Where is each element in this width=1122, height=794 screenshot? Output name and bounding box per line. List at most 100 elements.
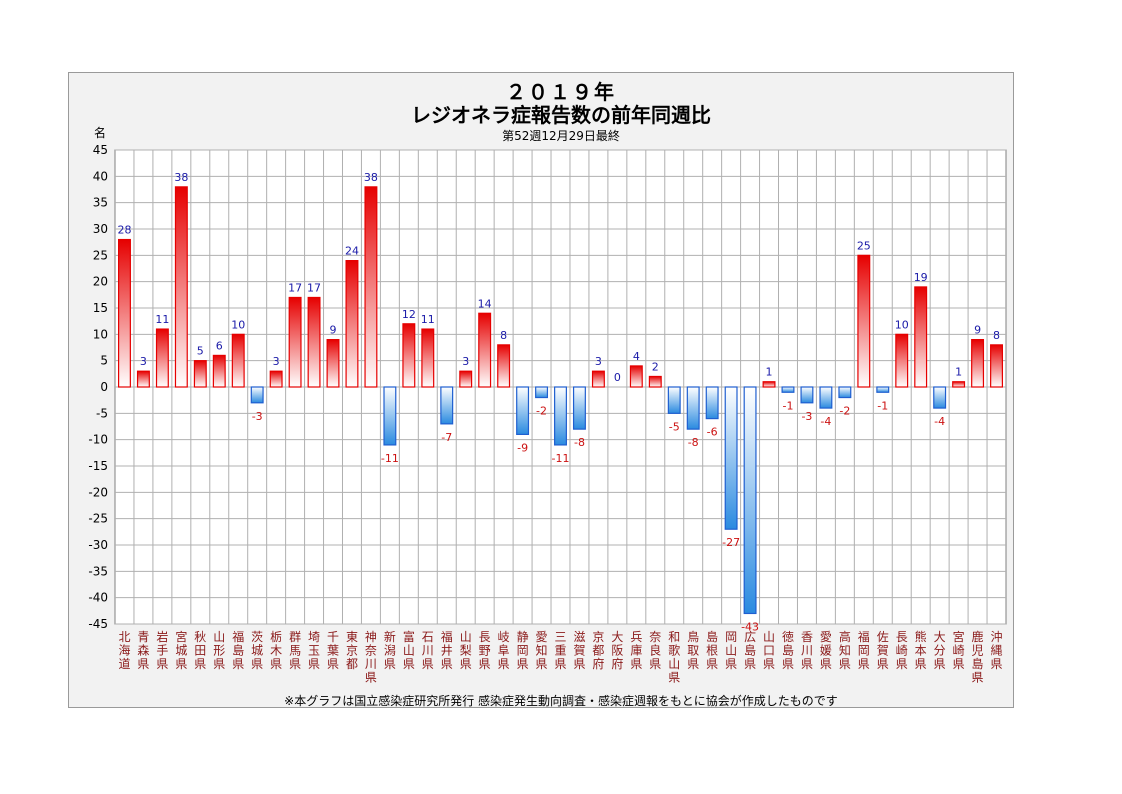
x-tick-label: 熊本県 xyxy=(915,629,927,671)
bar-富山県 xyxy=(402,323,416,388)
y-tick-label: -35 xyxy=(88,564,108,578)
chart-title: レジオネラ症報告数の前年同週比 xyxy=(411,103,711,127)
bar-長野県 xyxy=(478,312,492,388)
x-tick-label: 和歌山県 xyxy=(668,630,680,685)
bars xyxy=(118,186,1003,615)
x-tick-label: 滋賀県 xyxy=(573,630,585,671)
data-label-千葉県: 9 xyxy=(330,324,337,337)
x-tick-label: 秋田県 xyxy=(194,630,206,671)
x-tick-label: 福岡県 xyxy=(858,629,870,671)
data-label-神奈川県: 38 xyxy=(364,171,378,184)
y-tick-label: 40 xyxy=(93,169,108,183)
x-tick-label: 福井県 xyxy=(441,629,453,671)
bar-千葉県 xyxy=(326,339,340,388)
bar-奈良県 xyxy=(648,375,662,388)
bar-群馬県 xyxy=(288,296,302,388)
bar-長崎県 xyxy=(895,333,909,388)
data-label-福島県: 10 xyxy=(231,318,245,331)
bar-鳥取県 xyxy=(686,386,700,430)
data-label-青森県: 3 xyxy=(140,355,147,368)
data-label-山梨県: 3 xyxy=(462,355,469,368)
x-tick-label: 山形県 xyxy=(213,630,225,671)
x-tick-label: 千葉県 xyxy=(327,630,339,671)
data-label-愛媛県: -4 xyxy=(820,415,831,428)
data-label-東京都: 24 xyxy=(345,245,359,258)
data-label-山形県: 6 xyxy=(216,339,223,352)
x-tick-label: 北海道 xyxy=(118,630,130,671)
bar-大分県 xyxy=(933,386,947,409)
bar-秋田県 xyxy=(193,360,207,388)
bar-愛媛県 xyxy=(819,386,833,409)
x-tick-label: 奈良県 xyxy=(649,630,661,671)
y-tick-label: 25 xyxy=(93,248,108,262)
y-tick-label: -5 xyxy=(96,406,108,420)
chart-footnote: ※本グラフは国立感染症研究所発行 感染症発生動向調査・感染症週報をもとに協会が作… xyxy=(284,694,838,708)
bar-東京都 xyxy=(345,260,359,388)
data-label-沖縄県: 8 xyxy=(993,329,1000,342)
x-tick-label: 兵庫県 xyxy=(630,630,642,671)
bar-石川県 xyxy=(421,328,435,388)
x-tick-label: 愛媛県 xyxy=(820,630,832,671)
y-tick-label: 15 xyxy=(93,301,108,315)
chart-subtitle: 第52週12月29日最終 xyxy=(502,129,620,143)
y-tick-label: 35 xyxy=(93,196,108,210)
data-label-長野県: 14 xyxy=(478,297,492,310)
y-axis-unit-label: 名 xyxy=(94,126,107,140)
bar-新潟県 xyxy=(383,386,397,446)
y-tick-label: 20 xyxy=(93,275,108,289)
x-tick-label: 岐阜県 xyxy=(498,630,510,671)
x-tick-label: 三重県 xyxy=(554,630,566,671)
y-tick-label: 45 xyxy=(93,143,108,157)
y-tick-label: -25 xyxy=(88,512,108,526)
data-label-広島県: -43 xyxy=(741,620,759,633)
bar-福岡県 xyxy=(857,254,871,388)
bar-岡山県 xyxy=(724,386,738,530)
bar-神奈川県 xyxy=(364,186,378,388)
data-label-兵庫県: 4 xyxy=(633,350,640,363)
data-label-長崎県: 10 xyxy=(895,318,909,331)
x-tick-label: 富山県 xyxy=(403,629,415,671)
y-tick-label: -40 xyxy=(88,591,108,605)
bar-静岡県 xyxy=(516,386,530,436)
data-label-岡山県: -27 xyxy=(722,536,740,549)
x-tick-label: 山口県 xyxy=(763,630,775,671)
x-tick-label: 茨城県 xyxy=(251,630,263,671)
x-tick-label: 鹿児島県 xyxy=(972,629,984,685)
data-label-大阪府: 0 xyxy=(614,371,621,384)
bar-福島県 xyxy=(231,333,245,388)
x-tick-label: 宮城県 xyxy=(175,629,187,671)
data-label-山口県: 1 xyxy=(766,366,773,379)
bar-滋賀県 xyxy=(572,386,586,430)
x-tick-label: 大分県 xyxy=(934,630,946,671)
data-label-滋賀県: -8 xyxy=(574,436,585,449)
data-label-秋田県: 5 xyxy=(197,345,204,358)
data-label-徳島県: -1 xyxy=(783,399,794,412)
x-tick-label: 広島県 xyxy=(744,630,756,671)
bar-青森県 xyxy=(136,370,150,388)
data-label-三重県: -11 xyxy=(552,452,570,465)
bar-茨城県 xyxy=(250,386,264,404)
y-tick-label: 0 xyxy=(100,380,108,394)
bar-愛知県 xyxy=(535,386,549,399)
x-tick-label: 岩手県 xyxy=(156,629,168,671)
y-tick-label: -15 xyxy=(88,459,108,473)
data-label-静岡県: -9 xyxy=(517,441,528,454)
data-label-宮崎県: 1 xyxy=(955,366,962,379)
data-label-京都府: 3 xyxy=(595,355,602,368)
data-label-鹿児島県: 9 xyxy=(974,324,981,337)
bar-三重県 xyxy=(554,386,567,446)
data-label-茨城県: -3 xyxy=(252,410,263,423)
x-tick-label: 京都府 xyxy=(592,630,604,671)
data-label-埼玉県: 17 xyxy=(307,281,321,294)
x-tick-label: 新潟県 xyxy=(384,629,396,671)
x-tick-label: 神奈川県 xyxy=(365,630,377,685)
y-axis-ticks: -45 -40 -35 -30 -25 -20 -15 -10 -5 0 5 10 15 20 25 30 35… xyxy=(88,143,108,631)
x-tick-label: 高知県 xyxy=(839,629,851,671)
bar-和歌山県 xyxy=(667,386,681,414)
bar-広島県 xyxy=(743,386,757,615)
data-label-栃木県: 3 xyxy=(273,355,280,368)
bar-兵庫県 xyxy=(629,365,643,388)
data-label-宮城県: 38 xyxy=(174,171,188,184)
y-tick-label: -30 xyxy=(88,538,108,552)
